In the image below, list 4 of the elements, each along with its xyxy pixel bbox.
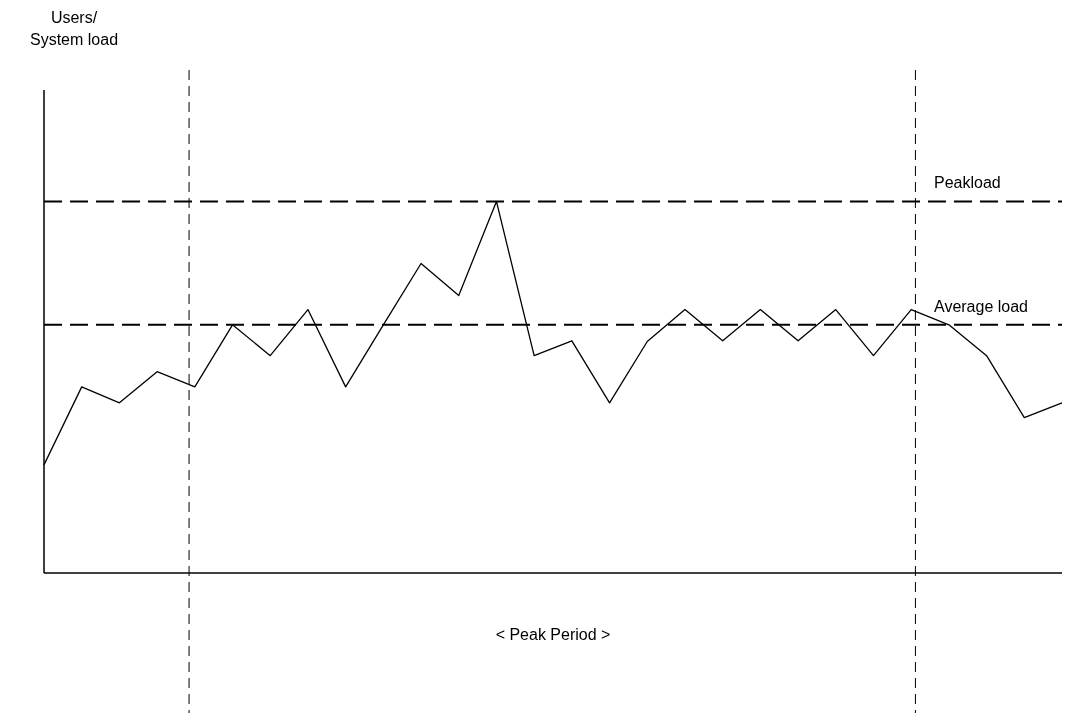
ref-line-label: Average load — [934, 297, 1028, 315]
ref-line-label: Peakload — [934, 174, 1001, 192]
text: Users/ System load — [29, 9, 119, 48]
text: < Peak Period > — [495, 626, 611, 643]
